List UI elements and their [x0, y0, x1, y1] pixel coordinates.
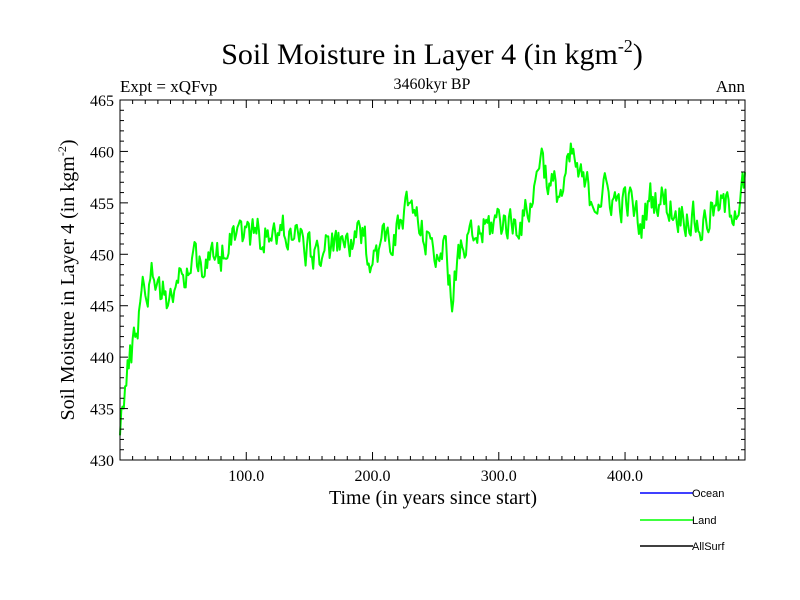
chart-title-superscript: -2 [618, 36, 633, 56]
y-tick-label: 460 [90, 144, 114, 161]
x-tick-label: 300.0 [481, 468, 517, 485]
y-axis-label-superscript: -2 [55, 146, 69, 156]
legend-label-land: Land [692, 515, 716, 527]
y-tick-label: 450 [90, 247, 114, 264]
y-tick-label: 435 [90, 402, 114, 419]
y-tick-label: 440 [90, 350, 114, 367]
series-line-land [119, 142, 746, 436]
legend-label-allsurf: AllSurf [692, 541, 725, 553]
y-axis-label: Soil Moisture in Layer 4 (in kgm-2) [55, 139, 79, 420]
y-tick-label: 465 [90, 93, 114, 110]
legend: Ocean Land AllSurf [640, 488, 725, 553]
y-tick-label: 455 [90, 196, 114, 213]
legend-label-ocean: Ocean [692, 488, 724, 500]
y-tick-label: 445 [90, 299, 114, 316]
x-tick-label: 100.0 [228, 468, 264, 485]
x-tick-label: 200.0 [355, 468, 391, 485]
experiment-label: Expt = xQFvp [120, 77, 217, 96]
data-layer [119, 142, 746, 436]
chart-subtitle: 3460kyr BP [394, 76, 471, 93]
season-label: Ann [716, 77, 746, 96]
ticks-layer: 430 435 440 445 450 455 460 465 100.0 200.0 300.0 4… [90, 93, 745, 485]
x-axis-label: Time (in years since start) [329, 487, 537, 509]
x-tick-label: 400.0 [607, 468, 643, 485]
y-tick-label: 430 [90, 453, 114, 470]
plot-frame [119, 99, 746, 461]
chart-title: Soil Moisture in Layer 4 (in kgm-2) [221, 36, 643, 71]
